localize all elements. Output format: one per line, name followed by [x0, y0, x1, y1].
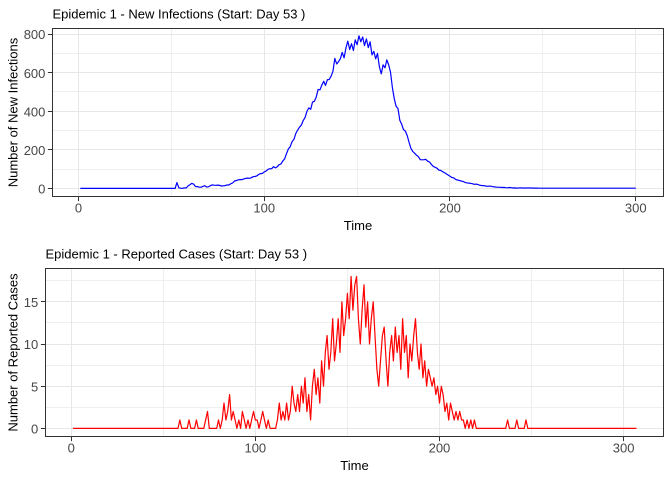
svg-text:200: 200 — [24, 143, 46, 158]
svg-text:0: 0 — [31, 422, 38, 437]
svg-text:0: 0 — [38, 182, 45, 197]
svg-text:100: 100 — [253, 201, 275, 216]
svg-text:200: 200 — [439, 201, 461, 216]
svg-text:Time: Time — [340, 458, 368, 473]
svg-text:Epidemic 1 - Reported Cases (S: Epidemic 1 - Reported Cases (Start: Day … — [46, 247, 308, 262]
svg-text:10: 10 — [24, 337, 38, 352]
svg-text:0: 0 — [75, 201, 82, 216]
svg-text:Epidemic 1 - New Infections (S: Epidemic 1 - New Infections (Start: Day … — [53, 7, 306, 22]
svg-text:0: 0 — [68, 441, 75, 456]
svg-text:300: 300 — [613, 441, 635, 456]
svg-text:300: 300 — [625, 201, 647, 216]
svg-text:600: 600 — [24, 66, 46, 81]
svg-text:Number of New Infections: Number of New Infections — [6, 37, 21, 187]
svg-text:Number of Reported Cases: Number of Reported Cases — [6, 273, 21, 432]
svg-text:200: 200 — [429, 441, 451, 456]
svg-text:Time: Time — [344, 218, 372, 233]
svg-text:800: 800 — [24, 27, 46, 42]
svg-text:400: 400 — [24, 104, 46, 119]
svg-text:5: 5 — [31, 379, 38, 394]
svg-text:100: 100 — [244, 441, 266, 456]
svg-text:15: 15 — [24, 295, 38, 310]
